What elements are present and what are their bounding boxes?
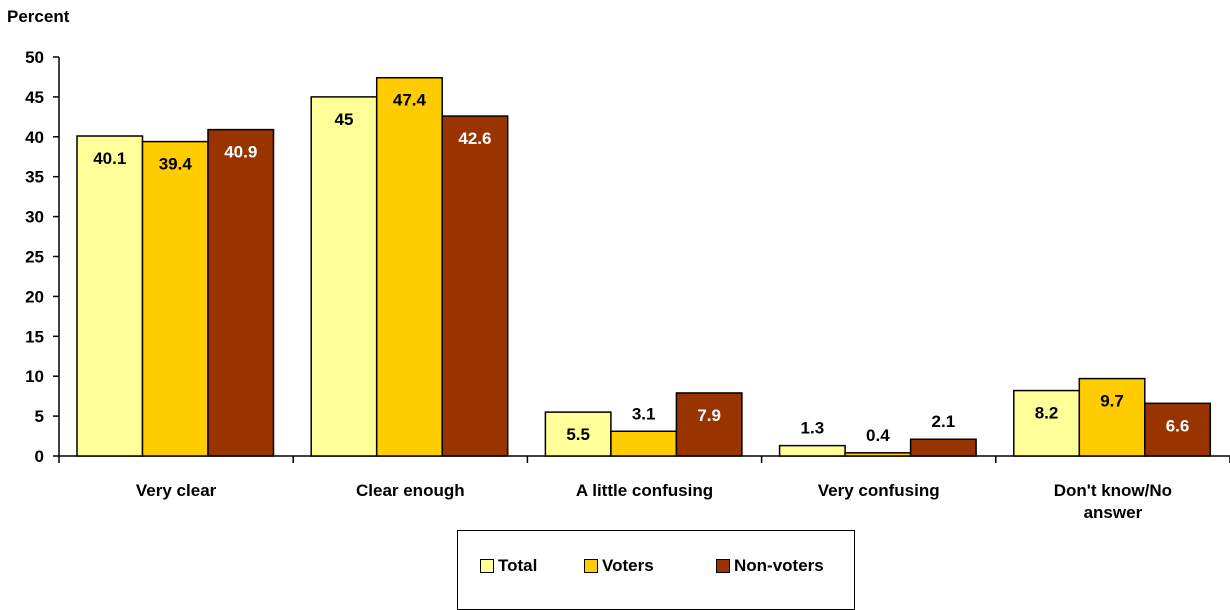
legend-swatch-non-voters <box>716 559 730 573</box>
data-label: 2.1 <box>932 412 956 431</box>
bar-total <box>1013 389 1081 457</box>
y-tick-label: 15 <box>25 327 44 346</box>
legend-label-voters: Voters <box>602 556 654 575</box>
bar-voters <box>375 76 443 457</box>
data-label: 45 <box>334 110 353 129</box>
y-tick-label: 40 <box>25 128 44 147</box>
legend-label-non-voters: Non-voters <box>734 556 824 575</box>
data-label: 7.9 <box>697 406 721 425</box>
legend-item-total: Total <box>480 556 537 576</box>
data-label: 9.7 <box>1100 392 1124 411</box>
bar-voters <box>1078 377 1146 457</box>
bar-non-voters <box>909 438 977 457</box>
bar-non-voters <box>675 392 743 457</box>
bar-total <box>310 96 378 457</box>
data-label: 47.4 <box>393 91 427 110</box>
bars <box>76 76 1212 457</box>
data-label: 3.1 <box>632 404 656 423</box>
bar-non-voters <box>441 115 509 457</box>
y-tick-label: 35 <box>25 168 44 187</box>
y-tick-label: 10 <box>25 367 44 386</box>
bar-total <box>778 444 846 457</box>
y-tick-label: 20 <box>25 287 44 306</box>
value-labels: 40.1 45 5.5 1.3 8.2 39.4 47.4 3.1 0.4 9.7 40.9 42.6… <box>93 91 1189 445</box>
y-tick-label: 0 <box>35 447 44 466</box>
data-label: 0.4 <box>866 426 890 445</box>
category-label: A little confusing <box>576 481 713 500</box>
legend-swatch-voters <box>584 559 598 573</box>
bar-non-voters <box>1144 402 1212 457</box>
legend-item-non-voters: Non-voters <box>716 556 824 576</box>
data-label: 40.1 <box>93 149 126 168</box>
bar-voters <box>610 430 678 457</box>
category-label: Very confusing <box>818 481 940 500</box>
category-label: Very clear <box>136 481 217 500</box>
y-tick-label: 30 <box>25 208 44 227</box>
data-label: 5.5 <box>566 425 590 444</box>
y-tick-label: 45 <box>25 88 44 107</box>
data-label: 39.4 <box>159 155 193 174</box>
category-label: Don't know/No answer <box>1054 481 1172 522</box>
y-axis-title: Percent <box>7 7 70 26</box>
y-tick-label: 25 <box>25 248 44 267</box>
category-label: Clear enough <box>356 481 465 500</box>
data-label: 40.9 <box>224 143 257 162</box>
y-axis: 0 5 10 15 20 25 30 35 40 45 50 <box>25 48 60 466</box>
y-tick-label: 5 <box>35 407 44 426</box>
bar-non-voters <box>207 128 275 457</box>
data-label: 42.6 <box>458 129 491 148</box>
bar-voters <box>844 452 912 457</box>
legend-label-total: Total <box>498 556 538 575</box>
y-tick-label: 50 <box>25 48 44 67</box>
legend: Total Voters Non-voters <box>457 530 855 610</box>
x-axis <box>58 455 1230 463</box>
legend-swatch-total <box>480 559 494 573</box>
data-label: 8.2 <box>1035 404 1059 423</box>
data-label: 1.3 <box>801 419 825 438</box>
data-label: 6.6 <box>1166 416 1190 435</box>
category-labels: Very clear Clear enough A little confusing… <box>136 481 1172 522</box>
legend-item-voters: Voters <box>584 556 654 576</box>
bar-voters <box>141 140 209 457</box>
bar-total <box>76 135 144 457</box>
